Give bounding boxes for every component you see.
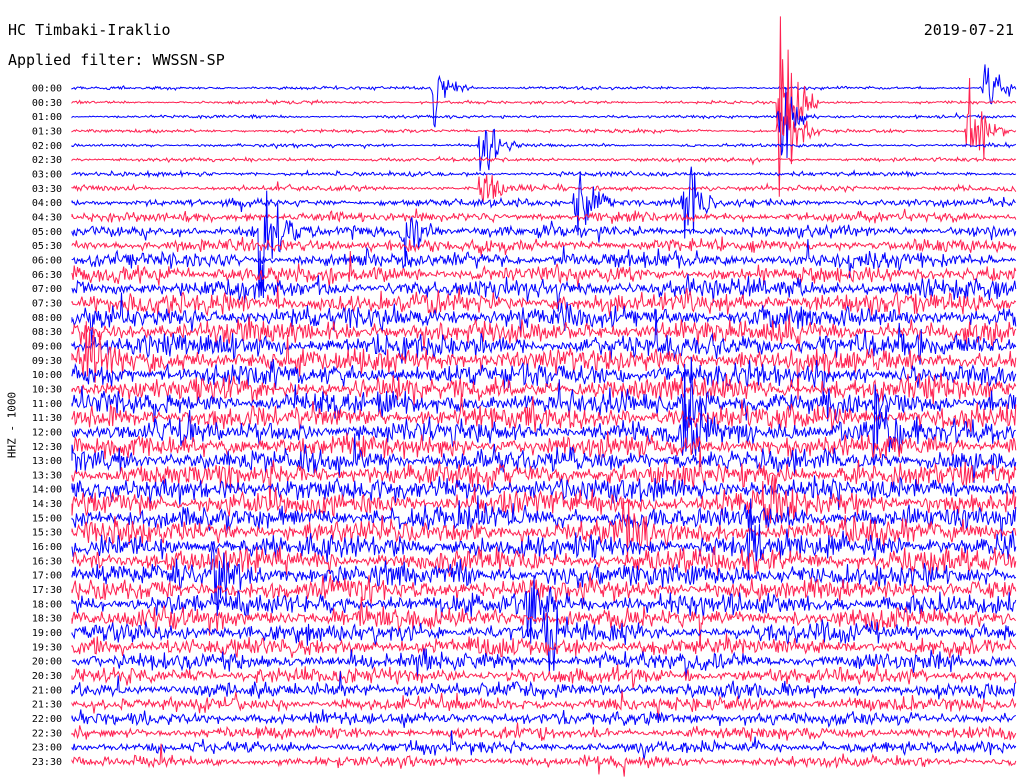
filter-label: Applied filter: WWSSN-SP xyxy=(8,51,225,69)
row-time-label: 11:00 xyxy=(32,399,62,410)
row-time-label: 14:30 xyxy=(32,499,62,510)
row-time-label: 08:30 xyxy=(32,327,62,338)
row-time-label: 22:00 xyxy=(32,714,62,725)
trace-line xyxy=(71,356,1017,439)
row-time-label: 20:30 xyxy=(32,671,62,682)
trace-line xyxy=(71,321,1017,400)
row-time-label: 11:30 xyxy=(32,413,62,424)
row-time-label: 13:30 xyxy=(32,470,62,481)
trace-line xyxy=(71,155,1016,166)
trace-line xyxy=(71,743,1017,777)
trace-line xyxy=(71,166,1016,239)
trace-line xyxy=(71,169,1017,179)
row-time-label: 01:00 xyxy=(32,112,62,123)
row-time-label: 17:30 xyxy=(32,585,62,596)
row-time-label: 00:00 xyxy=(32,84,62,95)
row-time-label: 16:30 xyxy=(32,556,62,567)
row-time-label: 19:00 xyxy=(32,628,62,639)
trace-line xyxy=(71,190,1017,299)
row-time-label: 14:00 xyxy=(32,485,62,496)
row-time-label: 10:00 xyxy=(32,370,62,381)
trace-line xyxy=(71,208,1017,224)
trace-line xyxy=(71,309,1017,365)
trace-line xyxy=(71,363,1016,464)
trace-line xyxy=(71,128,1017,172)
row-time-label: 05:30 xyxy=(32,241,62,252)
trace-line xyxy=(71,709,1017,728)
trace-line xyxy=(71,722,1017,742)
trace-line xyxy=(71,16,1017,148)
row-time-label: 04:00 xyxy=(32,198,62,209)
trace-line xyxy=(71,495,1017,541)
row-time-label: 02:30 xyxy=(32,155,62,166)
row-time-label: 18:30 xyxy=(32,614,62,625)
row-time-label: 10:30 xyxy=(32,384,62,395)
trace-line xyxy=(71,250,1017,288)
row-time-label: 02:00 xyxy=(32,141,62,152)
row-time-label: 06:30 xyxy=(32,270,62,281)
date-label: 2019-07-21 xyxy=(923,21,1014,39)
trace-line xyxy=(71,474,1017,529)
trace-line xyxy=(71,292,1017,343)
row-time-label: 12:00 xyxy=(32,427,62,438)
row-time-label: 23:00 xyxy=(32,743,62,754)
row-time-label: 19:30 xyxy=(32,642,62,653)
row-time-label: 05:00 xyxy=(32,227,62,238)
row-time-label: 23:30 xyxy=(32,757,62,768)
row-time-label: 03:00 xyxy=(32,169,62,180)
trace-line xyxy=(71,572,1017,605)
trace-line xyxy=(71,393,1017,433)
row-time-label: 20:00 xyxy=(32,657,62,668)
row-time-label: 03:30 xyxy=(32,184,62,195)
trace-line xyxy=(71,446,1017,508)
trace-line xyxy=(71,475,1017,511)
trace-line xyxy=(71,64,1017,128)
station-title: HC Timbaki-Iraklio xyxy=(8,21,171,39)
row-time-label: 00:30 xyxy=(32,98,62,109)
row-time-label: 09:30 xyxy=(32,356,62,367)
trace-line xyxy=(71,372,1017,406)
row-time-label: 08:00 xyxy=(32,313,62,324)
row-time-label: 12:30 xyxy=(32,442,62,453)
trace-line xyxy=(71,174,1017,202)
row-time-label: 21:00 xyxy=(32,685,62,696)
trace-line xyxy=(71,498,1017,579)
trace-line xyxy=(71,574,1017,644)
trace-line xyxy=(71,239,1017,279)
row-time-label: 04:30 xyxy=(32,212,62,223)
row-time-label: 01:30 xyxy=(32,126,62,137)
row-time-label: 13:00 xyxy=(32,456,62,467)
trace-line xyxy=(71,358,1017,405)
trace-line xyxy=(71,236,1017,256)
trace-line xyxy=(71,314,1017,352)
row-time-label: 22:30 xyxy=(32,728,62,739)
trace-line xyxy=(71,497,1017,563)
row-time-label: 21:30 xyxy=(32,700,62,711)
trace-line xyxy=(71,273,1017,312)
trace-line xyxy=(71,77,1017,197)
row-time-label: 15:00 xyxy=(32,513,62,524)
row-time-label: 16:00 xyxy=(32,542,62,553)
trace-line xyxy=(71,663,1017,689)
row-time-label: 06:00 xyxy=(32,255,62,266)
trace-line xyxy=(71,730,1017,761)
row-time-label: 09:00 xyxy=(32,341,62,352)
row-time-label: 07:30 xyxy=(32,298,62,309)
time-ticks-group: 00:00 00:30 01:00 01:30 02:00 02:30 03:00 03:30… xyxy=(32,84,62,769)
row-time-label: 18:00 xyxy=(32,599,62,610)
trace-line xyxy=(71,648,1017,680)
trace-line xyxy=(71,605,1017,674)
traces-group xyxy=(71,16,1017,777)
row-time-label: 07:00 xyxy=(32,284,62,295)
trace-line xyxy=(71,671,1017,700)
trace-line xyxy=(71,633,1017,658)
trace-line xyxy=(71,544,1017,617)
trace-line xyxy=(71,285,1017,318)
trace-line xyxy=(71,690,1017,722)
row-time-label: 17:00 xyxy=(32,571,62,582)
row-time-label: 15:30 xyxy=(32,528,62,539)
trace-line xyxy=(71,87,1017,159)
